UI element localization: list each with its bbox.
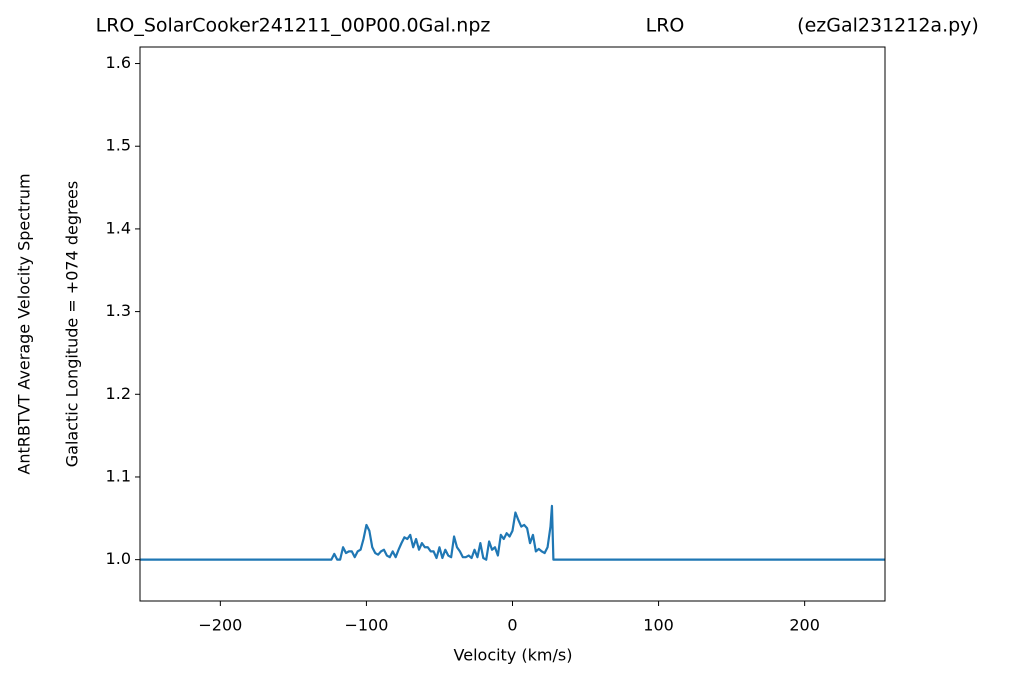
y-tick-label: 1.2 <box>106 384 131 403</box>
x-tick-label: 100 <box>643 616 674 635</box>
chart-title: (ezGal231212a.py) <box>797 15 979 37</box>
x-axis-label: Velocity (km/s) <box>454 646 573 665</box>
y-tick-label: 1.4 <box>106 218 131 237</box>
y-tick-label: 1.5 <box>106 136 131 155</box>
y-tick-label: 1.3 <box>106 301 131 320</box>
x-tick-label: 0 <box>507 616 517 635</box>
data-line <box>140 504 885 561</box>
y-tick-label: 1.0 <box>106 549 131 568</box>
y-tick-label: 1.1 <box>106 466 131 485</box>
x-tick-label: 200 <box>789 616 820 635</box>
chart-title: LRO_SolarCooker241211_00P00.0Gal.npz <box>96 15 491 37</box>
y-axis-label: Galactic Longitude = +074 degrees <box>63 181 82 467</box>
y-axis-label: AntRBTVT Average Velocity Spectrum <box>15 173 34 474</box>
y-tick-label: 1.6 <box>106 53 131 72</box>
chart-title: LRO <box>646 15 685 37</box>
plot-frame <box>139 46 886 602</box>
x-tick-label: −100 <box>344 616 388 635</box>
x-tick-label: −200 <box>198 616 242 635</box>
